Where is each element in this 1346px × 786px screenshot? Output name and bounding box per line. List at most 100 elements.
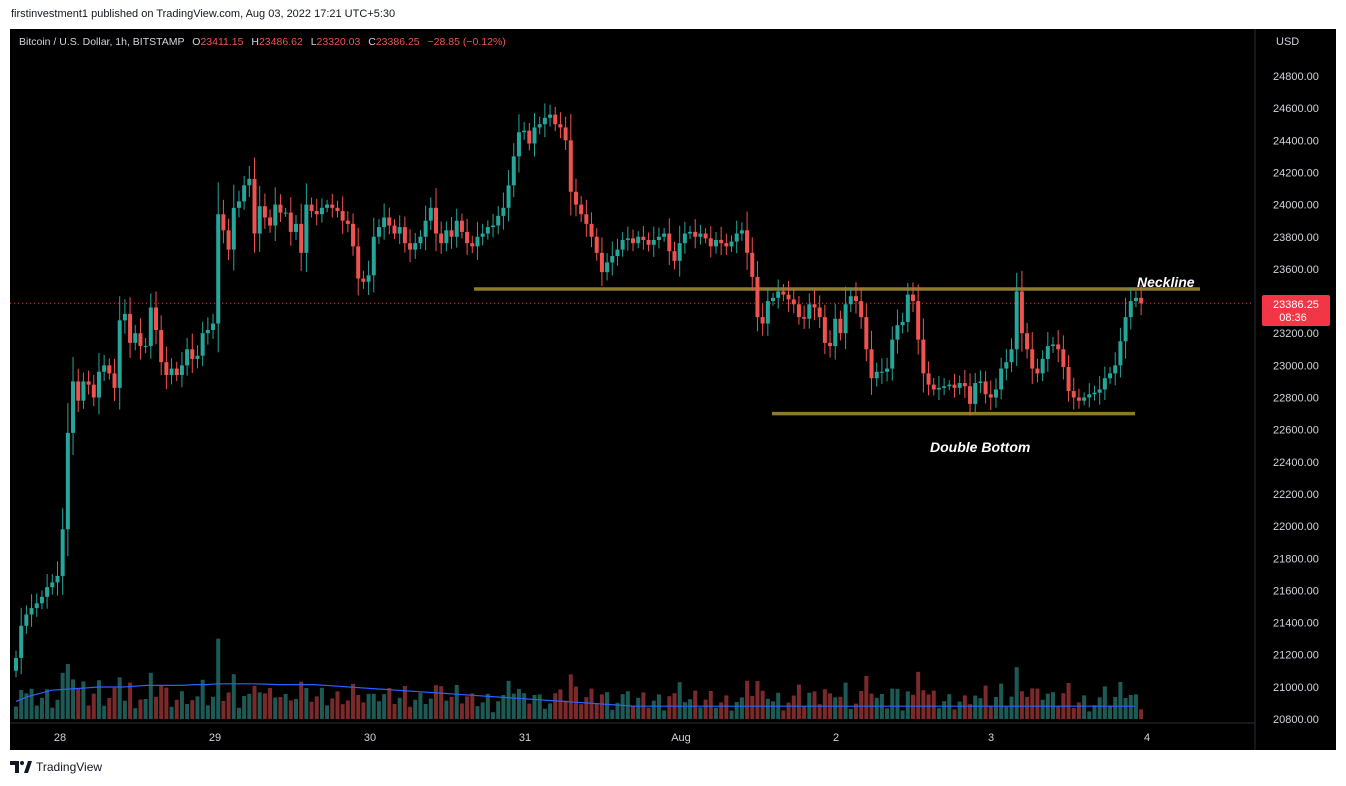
candle-body <box>1066 366 1071 392</box>
chart-area[interactable]: Bitcoin / U.S. Dollar, 1h, BITSTAMP O234… <box>10 29 1336 750</box>
candle-body <box>999 368 1004 390</box>
candle <box>1097 376 1102 405</box>
candle <box>745 211 750 270</box>
candle-body <box>859 301 864 318</box>
volume-bar <box>973 695 978 719</box>
candle-body <box>1082 397 1087 401</box>
candle-body <box>745 230 750 253</box>
volume-bar <box>288 700 293 719</box>
candle-body <box>957 383 962 388</box>
time-tick-label: 4 <box>1144 732 1150 744</box>
price-axis[interactable]: 24800.00 24600.00 24400.00 24200.00 24000.00… <box>1273 71 1319 726</box>
volume-bar <box>485 693 490 719</box>
volume-bar <box>936 708 941 719</box>
candle <box>584 199 589 237</box>
volume-bar <box>491 712 496 719</box>
candle <box>480 223 485 246</box>
volume-bar <box>96 680 101 719</box>
candle <box>29 594 34 627</box>
candle-body <box>594 236 599 253</box>
volume-bar <box>968 704 973 719</box>
candle <box>558 112 563 139</box>
volume-bar <box>133 708 138 719</box>
candle <box>874 362 879 387</box>
candle <box>24 605 29 634</box>
time-axis[interactable]: 28 29 30 31 Aug 2 3 4 <box>54 732 1150 744</box>
candle <box>651 226 656 257</box>
candle-body <box>392 225 397 234</box>
candle-body <box>231 207 236 250</box>
candle-body <box>563 127 568 141</box>
candle-body <box>869 349 874 379</box>
volume-bar <box>719 702 724 719</box>
candle <box>921 318 926 393</box>
candle-body <box>356 246 361 279</box>
volume-bar <box>532 695 537 719</box>
volume-bar <box>812 691 817 719</box>
volume-bar <box>1123 698 1128 719</box>
volume-bar <box>962 695 967 719</box>
candle <box>439 221 444 254</box>
candle <box>205 317 210 345</box>
candle <box>433 188 438 252</box>
candle <box>537 116 542 135</box>
candle-body <box>568 140 573 192</box>
candle <box>112 358 117 401</box>
volume-bar <box>682 702 687 719</box>
candle-body <box>615 249 620 257</box>
volume-bar <box>781 710 786 719</box>
candle-body <box>828 342 833 347</box>
candle <box>247 166 252 197</box>
candle-body <box>750 252 755 277</box>
volume-bar <box>698 707 703 719</box>
candle <box>299 203 304 271</box>
volume-bar <box>371 693 376 719</box>
candle-body <box>791 299 796 305</box>
candle-body <box>1045 346 1050 359</box>
candle <box>143 338 148 354</box>
candle-body <box>465 231 470 244</box>
volume-bar <box>428 698 433 719</box>
candle <box>1035 358 1040 383</box>
candle <box>428 197 433 231</box>
volume-bar <box>200 679 205 719</box>
candle-body <box>71 381 76 433</box>
candle <box>667 218 672 265</box>
candle-body <box>962 383 967 387</box>
tradingview-brand[interactable]: TradingView <box>10 760 102 774</box>
candle <box>781 284 786 302</box>
candle-body <box>382 217 387 228</box>
candle-body <box>19 625 24 658</box>
candle <box>548 104 553 127</box>
candle-body <box>325 204 330 208</box>
price-chart[interactable]: Bitcoin / U.S. Dollar, 1h, BITSTAMP O234… <box>10 29 1336 750</box>
candle <box>682 221 687 254</box>
candle <box>688 225 693 239</box>
candle-body <box>439 233 444 244</box>
price-tick-label: 23000.00 <box>1273 360 1319 372</box>
volume-bar <box>50 707 55 719</box>
volume-bar <box>449 696 454 719</box>
candle <box>765 287 770 336</box>
candle-body <box>470 243 475 247</box>
candle-body <box>496 215 501 226</box>
volume-bar <box>1113 697 1118 719</box>
candle <box>221 199 226 244</box>
candle <box>589 212 594 248</box>
last-price-badge: 23386.25 08:36 <box>1262 295 1330 326</box>
volume-bar <box>506 680 511 719</box>
candle-body <box>169 368 174 375</box>
volume-bar <box>527 703 532 719</box>
candle-body <box>589 223 594 237</box>
volume-bar <box>1056 706 1061 719</box>
candle-body <box>703 233 708 239</box>
candle <box>952 373 957 398</box>
candle <box>879 358 884 384</box>
candle-body <box>236 201 241 208</box>
candle <box>39 590 44 610</box>
candle-body <box>796 304 801 318</box>
volume-bar <box>159 685 164 719</box>
candle <box>1108 367 1113 384</box>
candle <box>153 291 158 345</box>
candle-body <box>34 603 39 609</box>
